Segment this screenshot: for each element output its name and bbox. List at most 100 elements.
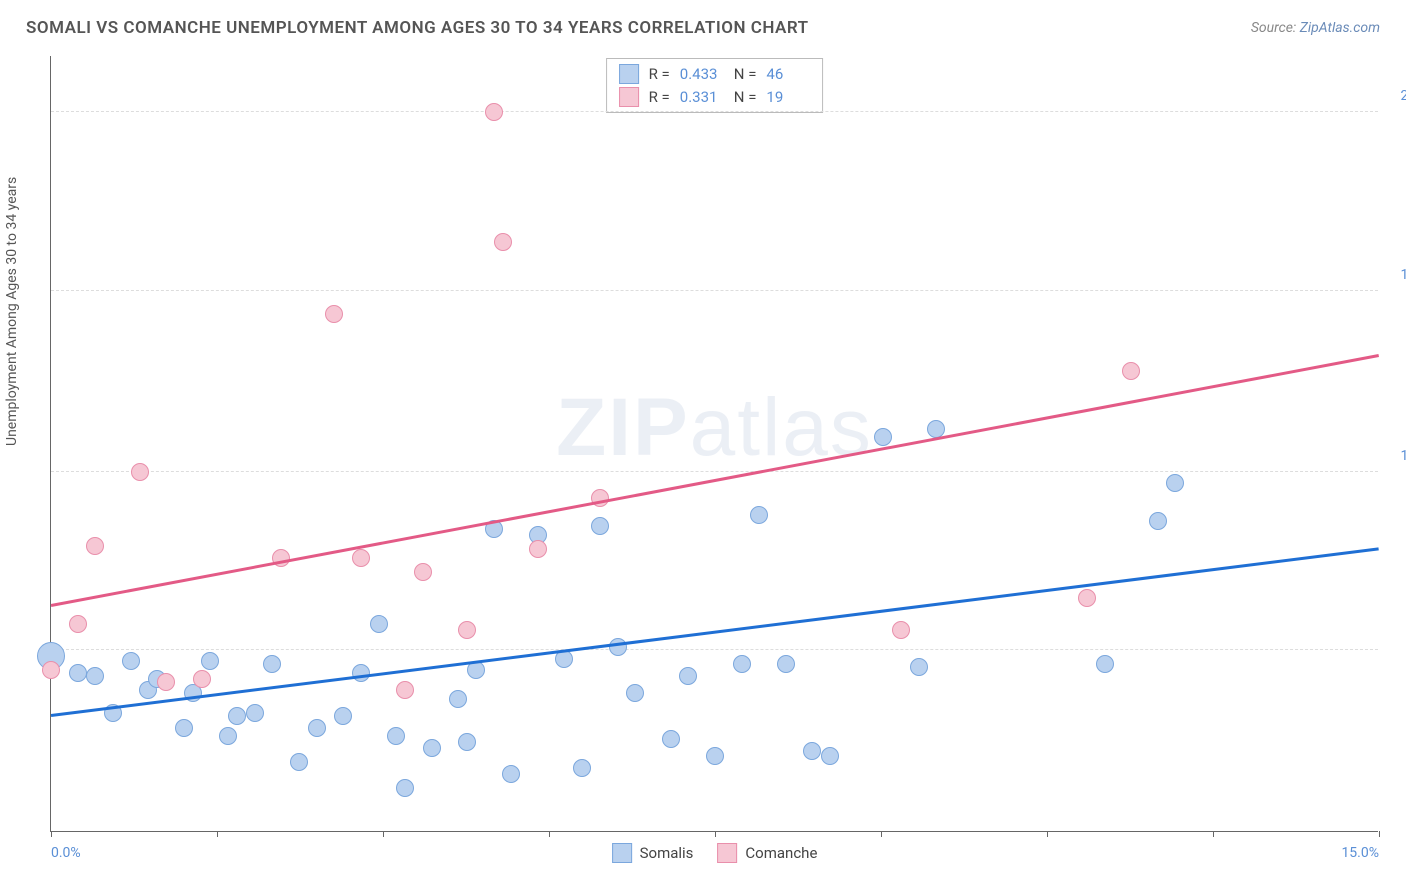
data-point [325, 305, 343, 323]
data-point [423, 739, 441, 757]
r-label: R = [649, 86, 670, 109]
data-point [396, 779, 414, 797]
legend-label: Somalis [640, 844, 694, 862]
data-point [42, 661, 60, 679]
n-value: 46 [766, 63, 810, 86]
data-point [910, 658, 928, 676]
source-link[interactable]: ZipAtlas.com [1300, 20, 1380, 36]
data-point [86, 667, 104, 685]
legend-item: Somalis [612, 843, 694, 863]
data-point [219, 727, 237, 745]
data-point [502, 765, 520, 783]
data-point [458, 621, 476, 639]
data-point [387, 727, 405, 745]
data-point [1166, 474, 1184, 492]
data-point [1096, 655, 1114, 673]
data-point [352, 664, 370, 682]
data-point [458, 733, 476, 751]
data-point [821, 747, 839, 765]
data-point [69, 664, 87, 682]
data-point [449, 690, 467, 708]
data-point [626, 684, 644, 702]
x-tick [51, 831, 52, 837]
x-tick-label: 0.0% [51, 845, 81, 861]
x-tick [1047, 831, 1048, 837]
gridline [51, 649, 1378, 650]
data-point [777, 655, 795, 673]
y-tick-label: 6.3% [1383, 626, 1406, 642]
data-point [485, 103, 503, 121]
data-point [892, 621, 910, 639]
data-point [86, 537, 104, 555]
n-label: N = [734, 63, 757, 86]
data-point [573, 759, 591, 777]
data-point [679, 667, 697, 685]
y-tick-label: 18.8% [1383, 267, 1406, 283]
y-tick-label: 12.5% [1383, 448, 1406, 464]
x-tick [217, 831, 218, 837]
data-point [157, 673, 175, 691]
y-tick-label: 25.0% [1383, 88, 1406, 104]
data-point [308, 719, 326, 737]
data-point [706, 747, 724, 765]
data-point [201, 652, 219, 670]
data-point [122, 652, 140, 670]
data-point [1122, 362, 1140, 380]
r-value: 0.331 [680, 86, 724, 109]
legend-item: Comanche [717, 843, 817, 863]
source-credit: Source: ZipAtlas.com [1251, 20, 1380, 36]
data-point [803, 742, 821, 760]
series-legend: Somalis Comanche [612, 843, 818, 863]
data-point [529, 540, 547, 558]
r-label: R = [649, 63, 670, 86]
data-point [1149, 512, 1167, 530]
watermark: ZIPatlas [556, 381, 873, 475]
data-point [591, 517, 609, 535]
data-point [494, 233, 512, 251]
data-point [733, 655, 751, 673]
legend-row: R = 0.433 N = 46 [619, 63, 811, 86]
y-axis-label: Unemployment Among Ages 30 to 34 years [4, 177, 20, 446]
data-point [131, 463, 149, 481]
data-point [193, 670, 211, 688]
data-point [352, 549, 370, 567]
n-label: N = [734, 86, 757, 109]
data-point [290, 753, 308, 771]
data-point [69, 615, 87, 633]
n-value: 19 [766, 86, 810, 109]
correlation-legend: R = 0.433 N = 46 R = 0.331 N = 19 [606, 58, 824, 113]
trend-line [51, 547, 1379, 716]
data-point [370, 615, 388, 633]
x-tick [1213, 831, 1214, 837]
legend-swatch [717, 843, 737, 863]
x-tick [881, 831, 882, 837]
x-tick [383, 831, 384, 837]
data-point [228, 707, 246, 725]
legend-swatch [619, 87, 639, 107]
data-point [662, 730, 680, 748]
legend-swatch [619, 64, 639, 84]
data-point [263, 655, 281, 673]
data-point [750, 506, 768, 524]
data-point [1078, 589, 1096, 607]
scatter-chart: ZIPatlas R =0.433N =46R =0.331N =19 Soma… [50, 56, 1378, 832]
data-point [414, 563, 432, 581]
data-point [246, 704, 264, 722]
data-point [609, 638, 627, 656]
data-point [874, 428, 892, 446]
x-tick [715, 831, 716, 837]
r-value: 0.433 [680, 63, 724, 86]
gridline [51, 111, 1378, 112]
x-tick [1379, 831, 1380, 837]
chart-title: SOMALI VS COMANCHE UNEMPLOYMENT AMONG AG… [26, 18, 809, 38]
x-tick-label: 15.0% [1341, 845, 1379, 861]
legend-swatch [612, 843, 632, 863]
gridline [51, 290, 1378, 291]
x-tick [549, 831, 550, 837]
legend-row: R = 0.331 N = 19 [619, 86, 811, 109]
data-point [334, 707, 352, 725]
legend-label: Comanche [745, 844, 817, 862]
data-point [175, 719, 193, 737]
data-point [396, 681, 414, 699]
gridline [51, 471, 1378, 472]
